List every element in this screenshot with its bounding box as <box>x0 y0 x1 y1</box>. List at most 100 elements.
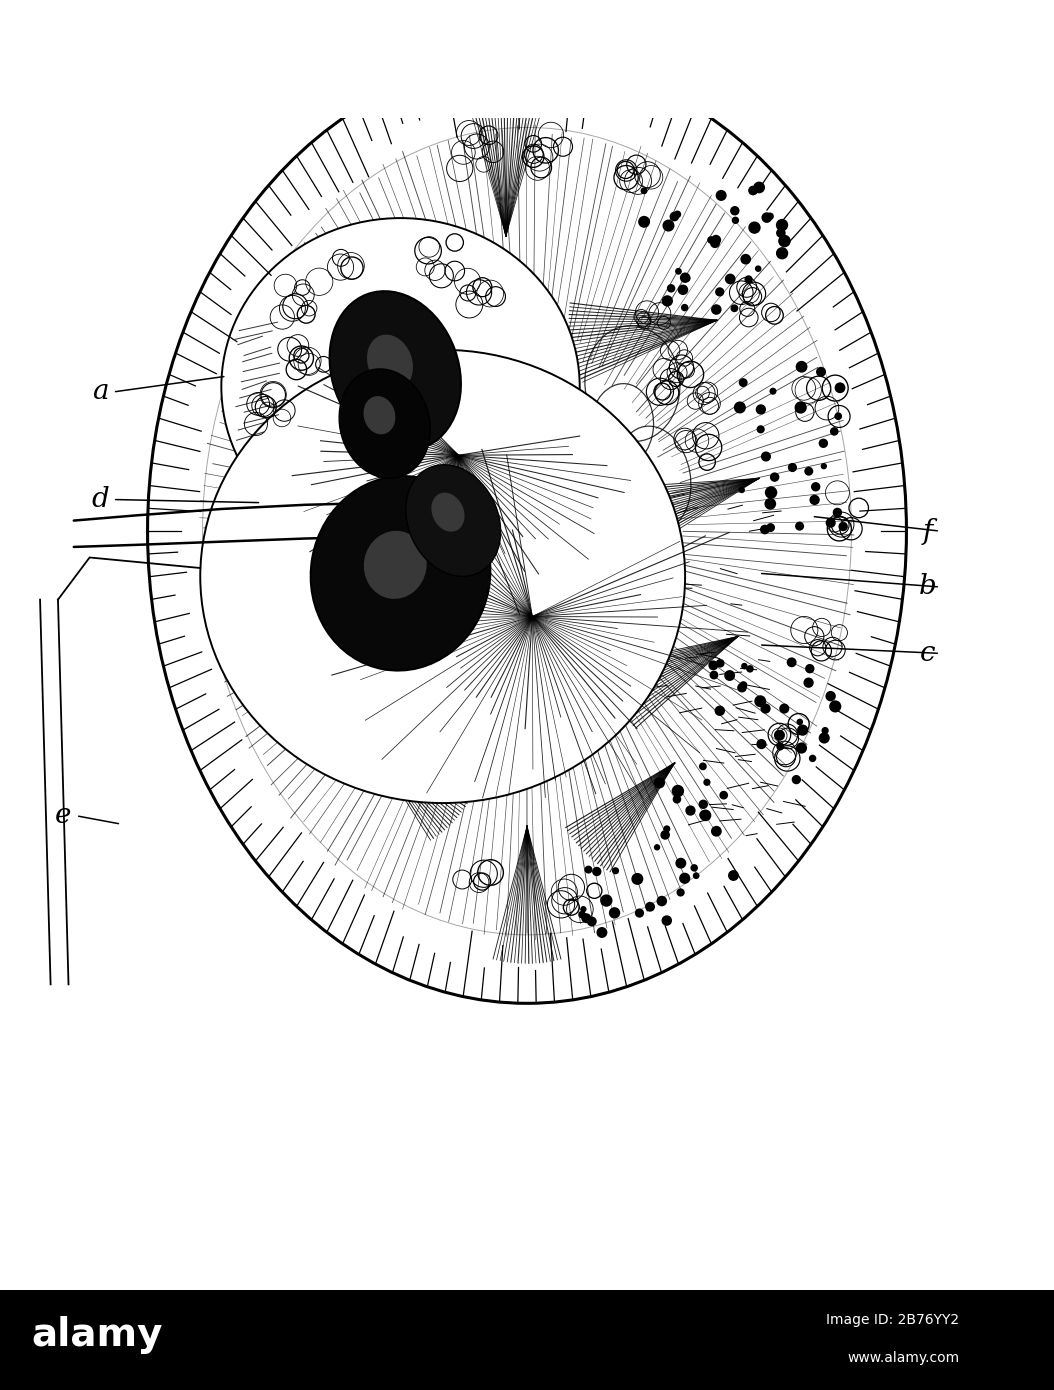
Circle shape <box>739 681 747 689</box>
Text: Image ID: 2B76YY2: Image ID: 2B76YY2 <box>826 1314 959 1327</box>
Circle shape <box>709 670 719 680</box>
Circle shape <box>711 826 722 837</box>
Circle shape <box>710 235 721 245</box>
Circle shape <box>819 733 829 744</box>
Circle shape <box>766 523 775 532</box>
Circle shape <box>761 213 773 222</box>
Circle shape <box>675 268 682 275</box>
Circle shape <box>803 677 814 688</box>
Text: alamy: alamy <box>32 1316 163 1354</box>
Circle shape <box>662 295 674 307</box>
Circle shape <box>681 304 688 311</box>
Circle shape <box>680 272 690 284</box>
Circle shape <box>528 637 539 646</box>
Circle shape <box>761 452 770 461</box>
Circle shape <box>638 215 650 228</box>
Circle shape <box>730 304 739 313</box>
Circle shape <box>730 206 740 215</box>
Circle shape <box>520 666 526 673</box>
Circle shape <box>579 910 586 919</box>
Circle shape <box>667 284 676 292</box>
Circle shape <box>731 217 739 224</box>
Circle shape <box>769 388 777 395</box>
Circle shape <box>653 844 660 851</box>
Ellipse shape <box>221 218 580 556</box>
Circle shape <box>734 402 746 413</box>
Circle shape <box>825 691 836 702</box>
Circle shape <box>829 701 841 713</box>
Circle shape <box>756 404 766 414</box>
Circle shape <box>796 742 807 753</box>
Circle shape <box>737 682 747 692</box>
Circle shape <box>587 916 597 926</box>
Circle shape <box>825 517 836 528</box>
Circle shape <box>661 830 670 840</box>
Circle shape <box>592 867 602 876</box>
Ellipse shape <box>330 291 461 450</box>
Ellipse shape <box>364 531 427 599</box>
Circle shape <box>703 778 710 785</box>
Circle shape <box>757 425 765 434</box>
Circle shape <box>805 664 815 673</box>
Circle shape <box>690 865 698 872</box>
Circle shape <box>720 791 728 799</box>
Circle shape <box>786 657 797 667</box>
Circle shape <box>744 275 753 284</box>
Circle shape <box>480 649 490 659</box>
Circle shape <box>769 473 779 482</box>
Circle shape <box>684 275 690 282</box>
Circle shape <box>681 874 687 881</box>
Circle shape <box>678 285 688 295</box>
Circle shape <box>645 902 655 912</box>
Circle shape <box>671 785 684 798</box>
Circle shape <box>483 635 493 646</box>
Text: www.alamy.com: www.alamy.com <box>847 1351 959 1365</box>
Circle shape <box>764 498 776 510</box>
Circle shape <box>609 908 620 919</box>
Circle shape <box>597 927 607 938</box>
Circle shape <box>490 641 500 651</box>
Ellipse shape <box>148 58 906 1004</box>
Circle shape <box>715 288 724 296</box>
Circle shape <box>725 274 736 285</box>
Circle shape <box>760 703 770 713</box>
Circle shape <box>821 463 827 470</box>
Circle shape <box>804 467 814 475</box>
Circle shape <box>838 521 847 531</box>
Circle shape <box>699 763 707 770</box>
Circle shape <box>492 612 503 621</box>
Circle shape <box>519 641 530 652</box>
Circle shape <box>819 439 828 448</box>
Circle shape <box>715 706 725 716</box>
Text: e: e <box>55 802 72 830</box>
Circle shape <box>700 809 711 821</box>
Circle shape <box>795 402 806 414</box>
Circle shape <box>523 610 534 621</box>
Circle shape <box>776 218 788 231</box>
Circle shape <box>699 810 707 819</box>
Text: c: c <box>920 639 935 667</box>
Circle shape <box>710 238 720 249</box>
Ellipse shape <box>364 396 395 434</box>
Circle shape <box>580 906 587 912</box>
Circle shape <box>746 664 754 673</box>
Circle shape <box>716 659 724 667</box>
Circle shape <box>676 858 686 869</box>
Text: f: f <box>922 517 933 545</box>
Circle shape <box>663 220 675 232</box>
Circle shape <box>741 663 747 670</box>
Circle shape <box>760 524 769 534</box>
Circle shape <box>821 727 828 734</box>
Circle shape <box>677 888 685 897</box>
Circle shape <box>835 413 842 420</box>
Circle shape <box>776 228 785 238</box>
Circle shape <box>582 913 591 923</box>
Circle shape <box>755 265 761 272</box>
Circle shape <box>635 909 644 917</box>
Circle shape <box>748 221 761 234</box>
Circle shape <box>708 660 718 670</box>
Circle shape <box>657 895 667 906</box>
Ellipse shape <box>367 335 413 391</box>
Circle shape <box>796 361 807 373</box>
Ellipse shape <box>431 492 465 532</box>
